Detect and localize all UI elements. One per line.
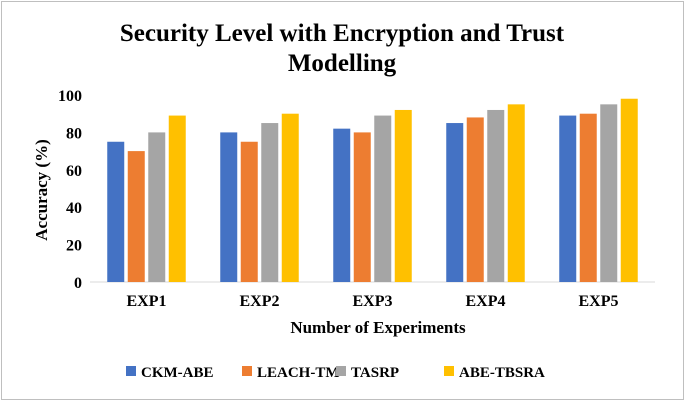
x-tick-label: EXP5 — [579, 293, 619, 310]
legend-swatch-abe-tbsra — [444, 366, 454, 376]
bar-tasrp-exp2 — [261, 123, 279, 282]
bars-group — [107, 98, 638, 283]
y-tick-label: 0 — [74, 275, 82, 292]
bar-ckm-abe-exp1 — [107, 141, 125, 282]
y-tick-label: 40 — [66, 200, 82, 217]
bar-abe-tbsra-exp5 — [620, 98, 638, 283]
y-tick-label: 20 — [66, 238, 82, 255]
x-axis-label: Number of Experiments — [290, 318, 466, 337]
legend-swatch-tasrp — [336, 366, 346, 376]
bar-tasrp-exp1 — [148, 132, 166, 282]
bar-leach-tm-exp1 — [127, 151, 145, 282]
bar-abe-tbsra-exp2 — [281, 113, 299, 282]
legend: CKM-ABE LEACH-TM TASRP ABE-TBSRA — [126, 365, 545, 381]
bar-tasrp-exp5 — [600, 104, 618, 282]
chart-title-line-2: Modelling — [288, 50, 397, 77]
bar-leach-tm-exp3 — [353, 132, 371, 282]
y-tick-label: 100 — [58, 88, 82, 105]
bar-abe-tbsra-exp3 — [394, 109, 412, 283]
x-tick-label: EXP3 — [353, 293, 393, 310]
bar-tasrp-exp3 — [374, 115, 392, 282]
legend-label-abe-tbsra: ABE-TBSRA — [459, 365, 545, 381]
legend-swatch-leach-tm — [242, 366, 252, 376]
y-axis-ticks: 0 20 40 60 80 100 — [58, 88, 82, 292]
bar-tasrp-exp4 — [487, 109, 505, 283]
x-axis-ticks: EXP1 EXP2 EXP3 EXP4 EXP5 — [127, 293, 619, 310]
y-tick-label: 80 — [66, 125, 82, 142]
legend-swatch-ckm-abe — [126, 366, 136, 376]
x-tick-label: EXP1 — [127, 293, 167, 310]
bar-ckm-abe-exp5 — [559, 115, 577, 282]
bar-leach-tm-exp2 — [240, 141, 258, 282]
bar-ckm-abe-exp2 — [220, 132, 238, 282]
bar-ckm-abe-exp4 — [446, 123, 464, 282]
legend-label-leach-tm: LEACH-TM — [257, 365, 340, 381]
x-tick-label: EXP4 — [466, 293, 506, 310]
chart-title-line-1: Security Level with Encryption and Trust — [120, 20, 565, 47]
y-axis-label: Accuracy (%) — [32, 139, 51, 241]
bar-leach-tm-exp4 — [466, 117, 484, 282]
y-tick-label: 60 — [66, 163, 82, 180]
bar-leach-tm-exp5 — [579, 113, 597, 282]
legend-label-ckm-abe: CKM-ABE — [141, 365, 214, 381]
bar-abe-tbsra-exp4 — [507, 104, 525, 282]
x-tick-label: EXP2 — [240, 293, 280, 310]
legend-label-tasrp: TASRP — [351, 365, 399, 381]
bar-ckm-abe-exp3 — [333, 128, 351, 282]
bar-abe-tbsra-exp1 — [168, 115, 186, 282]
